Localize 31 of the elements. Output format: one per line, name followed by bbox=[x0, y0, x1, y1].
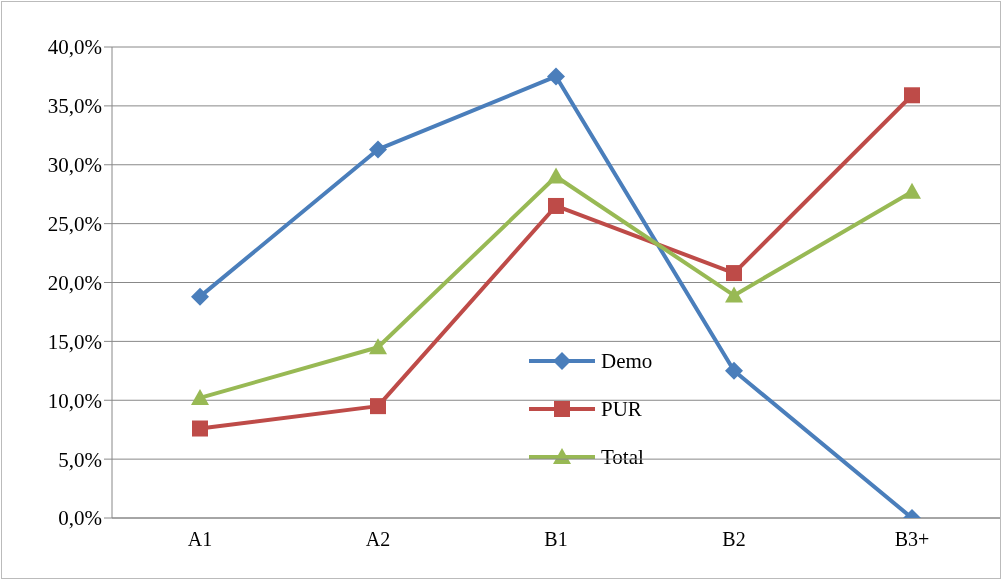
point bbox=[191, 388, 209, 405]
legend-label: Demo bbox=[601, 348, 653, 374]
point bbox=[547, 167, 565, 184]
x-tick-label: A1 bbox=[187, 528, 213, 551]
point bbox=[725, 361, 743, 380]
point bbox=[904, 87, 920, 104]
y-tick-label: 20,0% bbox=[47, 270, 102, 295]
y-tick-label: 0,0% bbox=[58, 506, 102, 531]
x-tick-label: B2 bbox=[722, 528, 746, 551]
point bbox=[547, 67, 565, 86]
x-tick-label: B3+ bbox=[894, 528, 930, 551]
point bbox=[369, 140, 387, 159]
point bbox=[725, 286, 743, 303]
point bbox=[191, 287, 209, 306]
y-tick-label: 10,0% bbox=[47, 388, 102, 413]
y-tick-label: 30,0% bbox=[47, 153, 102, 178]
legend-label: Total bbox=[601, 444, 644, 470]
legend-label: PUR bbox=[601, 396, 642, 422]
point bbox=[903, 182, 921, 199]
point bbox=[192, 420, 208, 437]
point bbox=[369, 338, 387, 355]
x-tick-label: A2 bbox=[365, 528, 391, 551]
point bbox=[548, 197, 564, 214]
y-tick-label: 40,0% bbox=[47, 35, 102, 60]
y-tick-label: 15,0% bbox=[47, 329, 102, 354]
point bbox=[370, 398, 386, 415]
y-tick-label: 25,0% bbox=[47, 212, 102, 237]
y-tick-label: 5,0% bbox=[58, 447, 102, 472]
x-tick-label: B1 bbox=[544, 528, 568, 551]
y-tick-label: 35,0% bbox=[47, 94, 102, 119]
point bbox=[726, 265, 742, 282]
